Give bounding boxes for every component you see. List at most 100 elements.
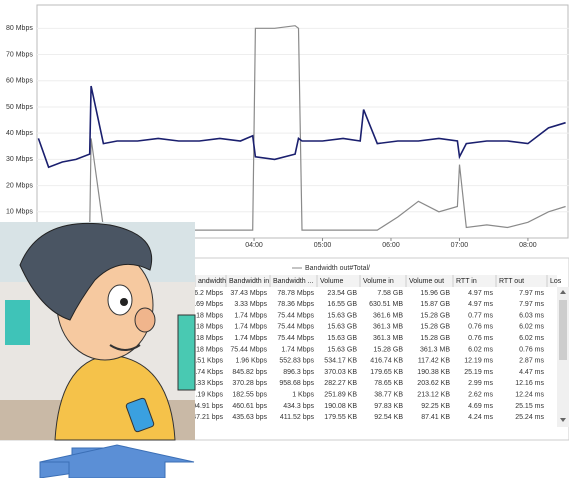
table-cell: 92.25 KB — [421, 403, 450, 410]
table-cell: 361.6 MB — [373, 312, 403, 319]
table-cell: 630.51 MB — [369, 301, 403, 308]
series-line — [37, 85, 566, 169]
table-cell: 411.52 bps — [280, 414, 315, 421]
y-tick-label: 50 Mbps — [6, 104, 33, 111]
table-cell: 37.43 Mbps — [230, 290, 267, 297]
table-cell: 845.82 bps — [232, 369, 267, 376]
table-cell: 15.28 GB — [373, 346, 403, 353]
column-header: RTT in — [456, 278, 477, 285]
table-cell: 434.3 bps — [283, 403, 314, 410]
table-cell: 15.63 GB — [327, 312, 357, 319]
table-cell: 1.74 Mbps — [234, 335, 267, 342]
y-tick-label: 60 Mbps — [6, 78, 33, 85]
column-header: andwidth — [198, 278, 226, 285]
table-cell: 896.3 bps — [283, 369, 314, 376]
table-cell: 15.96 GB — [420, 290, 450, 297]
column-header: Volume — [320, 278, 343, 285]
table-cell: 1.69 Mbps — [190, 301, 223, 308]
table-cell: 0.76 ms — [468, 324, 493, 331]
table-cell: 1.74 Mbps — [234, 324, 267, 331]
table-cell: 7.58 GB — [377, 290, 403, 297]
table-cell: 361.3 MB — [373, 324, 403, 331]
table-cell: 0.76 ms — [519, 346, 544, 353]
table-cell: 6.02 ms — [468, 346, 493, 353]
table-cell: 7.18 Mbps — [190, 335, 223, 342]
table-cell: 12.24 ms — [515, 392, 544, 399]
table-cell: 15.63 GB — [327, 346, 357, 353]
table-cell: 25.15 ms — [515, 403, 544, 410]
table-cell: 1.74 Kbps — [191, 369, 223, 376]
table-cell: 75.44 Mbps — [277, 312, 314, 319]
table-cell: 182.55 bps — [232, 392, 267, 399]
table-cell: 12.19 ms — [464, 358, 493, 365]
table-cell: 370.28 bps — [232, 380, 267, 387]
scroll-thumb[interactable] — [559, 300, 567, 360]
table-cell: 12.16 ms — [515, 380, 544, 387]
table-cell: 15.63 GB — [327, 335, 357, 342]
x-tick-label: 05:00 — [314, 242, 332, 249]
table-cell: 1.96 Kbps — [235, 358, 267, 365]
table-cell: 75.44 Mbps — [230, 346, 267, 353]
table-cell: 190.08 KB — [324, 403, 357, 410]
table-cell: 38.77 KB — [374, 392, 403, 399]
table-cell: 1 Kbps — [292, 392, 314, 399]
table-cell: 460.61 bps — [232, 403, 267, 410]
x-tick-label: 04:00 — [245, 242, 263, 249]
table-cell: 6.02 ms — [519, 324, 544, 331]
y-tick-label: 80 Mbps — [6, 25, 33, 32]
x-tick-label: 07:00 — [451, 242, 469, 249]
table-cell: 117.42 KB — [418, 358, 451, 365]
table-cell: 394.91 bps — [188, 403, 223, 410]
table-cell: 4.97 ms — [468, 301, 493, 308]
table-cell: 179.55 KB — [324, 414, 357, 421]
table-cell: 347.21 bps — [188, 414, 223, 421]
table-cell: 15.28 GB — [420, 335, 450, 342]
table-cell: 92.54 KB — [374, 414, 403, 421]
column-header: RTT out — [499, 278, 524, 285]
table-cell: 435.63 bps — [232, 414, 267, 421]
y-tick-label: 70 Mbps — [6, 51, 33, 58]
table-cell: 4.24 ms — [468, 414, 493, 421]
table-cell: 282.27 KB — [324, 380, 357, 387]
table: andwidth Bandwidth in Bandwidth ... Volume V… — [188, 275, 562, 421]
table-cell: 7.18 Mbps — [190, 346, 223, 353]
table-cell: 203.62 KB — [417, 380, 450, 387]
table-cell: 2.87 ms — [519, 358, 544, 365]
y-tick-label: 10 Mbps — [6, 209, 33, 216]
table-cell: 552.83 bps — [279, 358, 314, 365]
column-header: Volume in — [363, 278, 394, 285]
table-cell: 1.74 Mbps — [281, 346, 314, 353]
table-cell: 0.76 ms — [468, 335, 493, 342]
x-tick-label: 08:00 — [519, 242, 537, 249]
table-cell: 7.18 Mbps — [190, 312, 223, 319]
table-cell: 1.33 Kbps — [191, 380, 223, 387]
table-cell: 213.12 KB — [417, 392, 450, 399]
table-cell: 4.47 ms — [519, 369, 544, 376]
table-cell: 370.03 KB — [324, 369, 357, 376]
table-cell: 4.97 ms — [468, 290, 493, 297]
y-tick-label: 20 Mbps — [6, 182, 33, 189]
chart: 10 Mbps 20 Mbps 30 Mbps 40 Mbps 50 Mbps 60 Mb… — [6, 4, 569, 249]
table-cell: 97.83 KB — [374, 403, 403, 410]
table-cell: 7.97 ms — [519, 290, 544, 297]
legend-label: Bandwidth out#Total/ — [305, 265, 370, 272]
table-cell: 16.2 Mbps — [190, 290, 223, 297]
column-header: Bandwidth ... — [273, 278, 314, 285]
table-cell: 87.41 KB — [421, 414, 450, 421]
y-tick-label: 40 Mbps — [6, 130, 33, 137]
column-header: Bandwidth in — [229, 278, 269, 285]
table-cell: 534.17 KB — [324, 358, 357, 365]
table-cell: 1.19 Kbps — [191, 392, 223, 399]
table-cell: 75.44 Mbps — [277, 335, 314, 342]
column-header: Los — [550, 278, 562, 285]
table-cell: 361.3 MB — [420, 346, 450, 353]
column-header: Volume out — [409, 278, 444, 285]
table-cell: 251.89 KB — [324, 392, 357, 399]
table-cell: 416.74 KB — [370, 358, 403, 365]
table-cell: 78.65 KB — [374, 380, 403, 387]
table-cell: 179.65 KB — [370, 369, 403, 376]
up-arrow-head — [39, 444, 195, 478]
series-line — [38, 25, 566, 234]
table-cell: 3.33 Mbps — [234, 301, 267, 308]
